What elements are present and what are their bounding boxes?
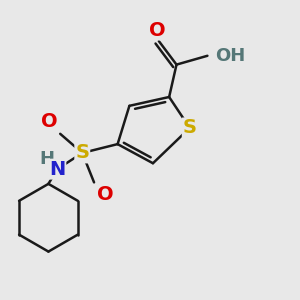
Text: H: H xyxy=(39,150,54,168)
Text: S: S xyxy=(75,143,89,162)
Text: O: O xyxy=(149,21,166,40)
Text: N: N xyxy=(49,160,65,178)
Text: O: O xyxy=(97,185,114,204)
Text: O: O xyxy=(40,112,57,131)
Text: S: S xyxy=(183,118,197,137)
Text: OH: OH xyxy=(215,47,245,65)
